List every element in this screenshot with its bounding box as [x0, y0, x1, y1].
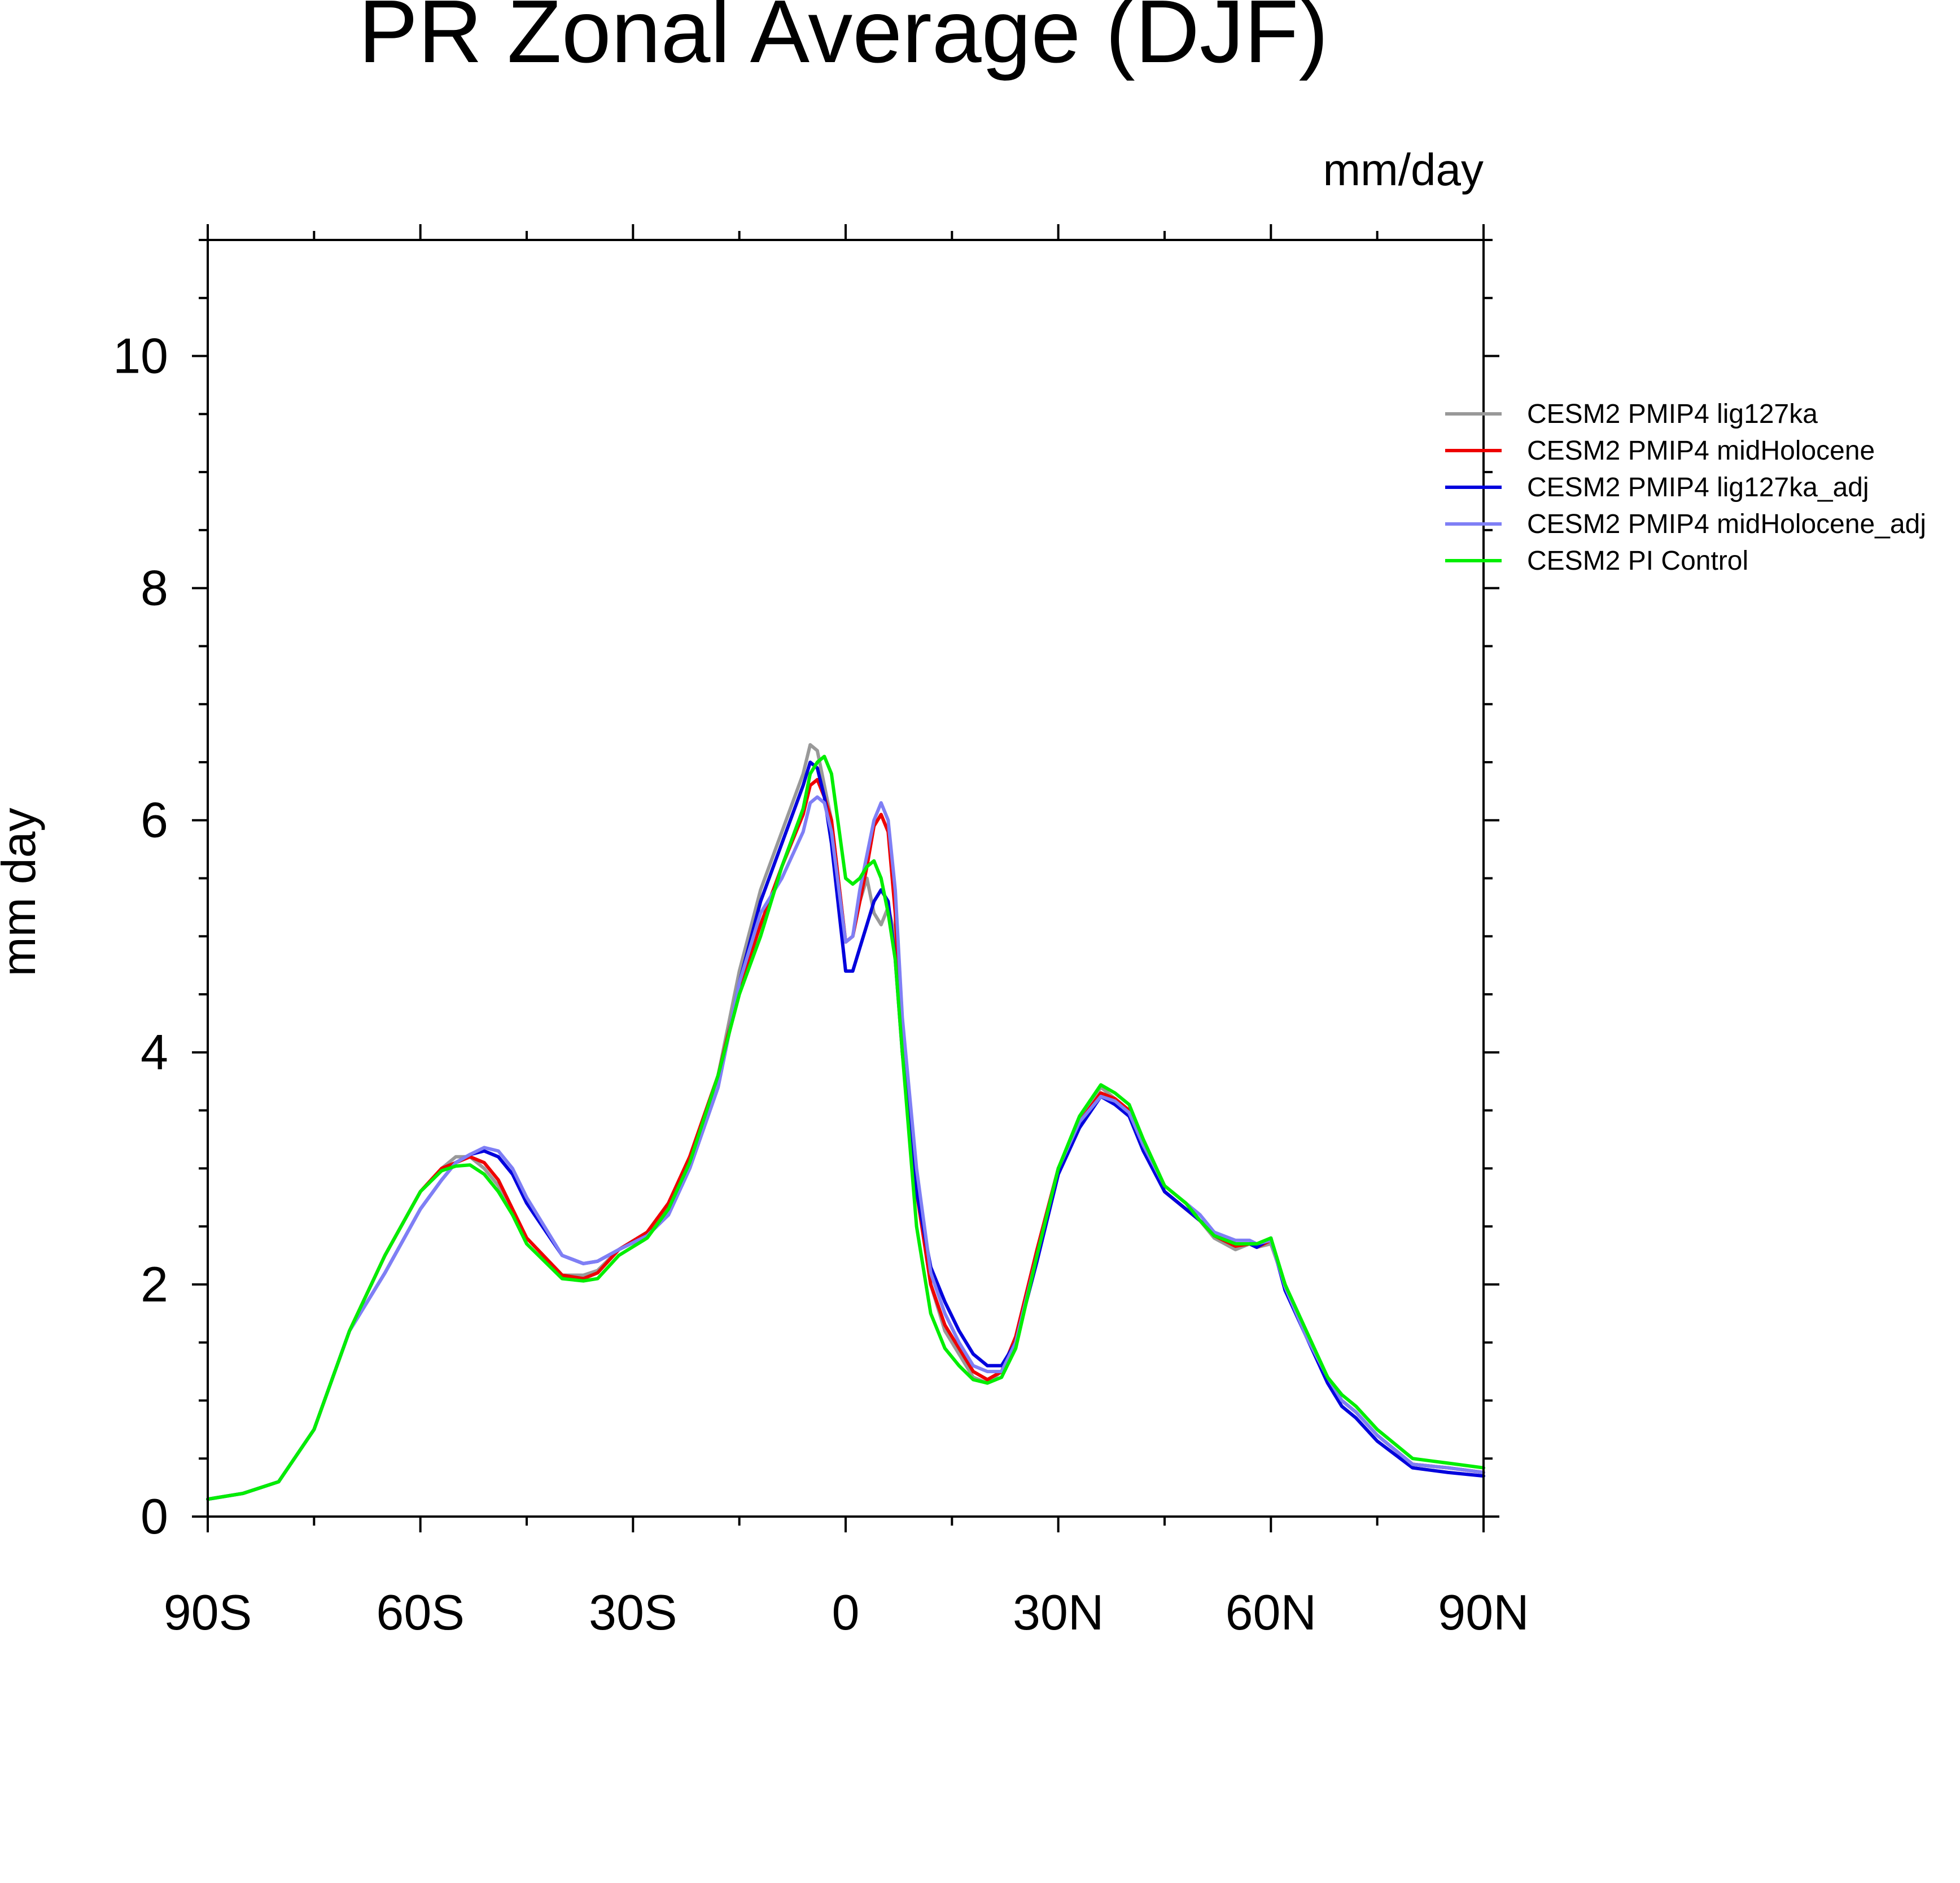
ticks-layer — [192, 224, 1499, 1532]
series-line-1 — [206, 743, 1485, 1501]
legend-label: CESM2 PMIP4 lig127ka — [1527, 399, 1818, 429]
x-tick-label: 0 — [832, 1584, 860, 1640]
x-tick-label: 90S — [164, 1584, 252, 1640]
y-axis-label: mm day — [0, 808, 45, 977]
chart-title: PR Zonal Average (DJF) — [358, 0, 1328, 81]
y-tick-label: 8 — [141, 560, 168, 616]
x-tick-label: 90N — [1438, 1584, 1529, 1640]
legend-label: CESM2 PI Control — [1527, 546, 1748, 576]
series-line-5 — [206, 754, 1485, 1501]
y-tick-label: 6 — [141, 792, 168, 848]
y-tick-label: 10 — [113, 328, 168, 384]
x-tick-labels: 90S 60S 30S 0 30N 60N 90N — [164, 1584, 1529, 1640]
y-tick-label: 0 — [141, 1488, 168, 1544]
legend-label: CESM2 PMIP4 midHolocene — [1527, 436, 1875, 466]
units-label: mm/day — [1323, 145, 1484, 195]
series-line-2 — [206, 777, 1485, 1501]
y-tick-labels: 0 2 4 6 8 10 — [113, 328, 168, 1544]
y-tick-label: 4 — [141, 1024, 168, 1080]
legend: CESM2 PMIP4 lig127ka CESM2 PMIP4 midHoloc… — [1445, 399, 1926, 576]
series-line-4 — [206, 795, 1485, 1501]
x-tick-label: 30S — [589, 1584, 677, 1640]
legend-label: CESM2 PMIP4 midHolocene_adj — [1527, 509, 1926, 539]
x-tick-label: 30N — [1013, 1584, 1104, 1640]
x-tick-label: 60N — [1226, 1584, 1316, 1640]
y-tick-label: 2 — [141, 1256, 168, 1312]
series-layer — [206, 743, 1485, 1501]
x-tick-label: 60S — [376, 1584, 465, 1640]
legend-label: CESM2 PMIP4 lig127ka_adj — [1527, 473, 1869, 503]
